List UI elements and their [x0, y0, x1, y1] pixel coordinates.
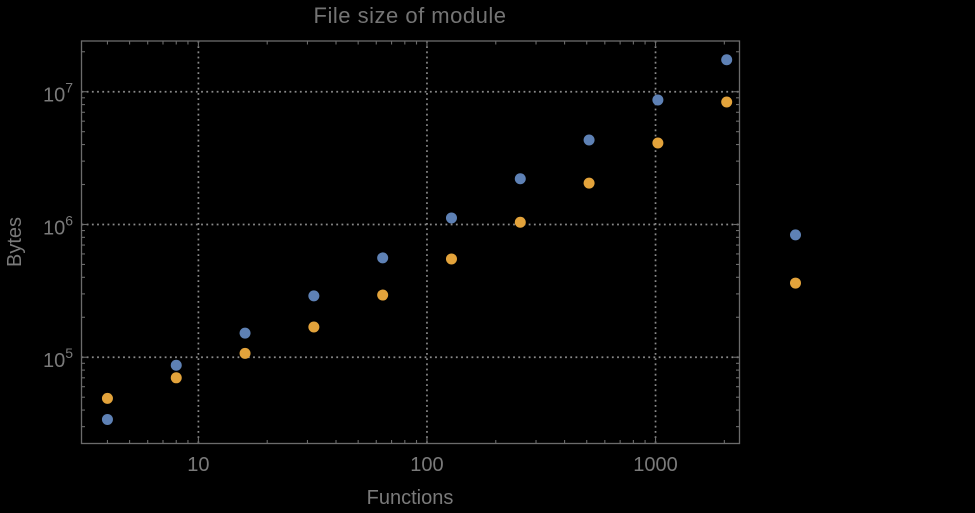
y-tick-label: 106 — [43, 212, 73, 239]
data-point-series-2-orange — [239, 347, 251, 359]
data-point-series-2-orange — [514, 216, 526, 228]
data-point-series-1-blue — [239, 327, 251, 339]
data-point-series-2-orange — [377, 289, 389, 301]
x-axis-title: Functions — [366, 487, 454, 509]
data-point-series-1-blue — [721, 54, 733, 66]
chart-title: File size of module — [313, 3, 507, 28]
data-point-series-2-orange — [583, 177, 595, 189]
x-tick-label: 10 — [187, 454, 209, 476]
data-point-series-2-orange — [652, 137, 664, 149]
data-point-series-2-orange — [445, 253, 457, 265]
x-tick-label: 100 — [410, 454, 443, 476]
data-point-series-1-blue — [377, 252, 389, 264]
data-point-series-2-orange — [101, 392, 113, 404]
data-point-series-1-blue — [445, 212, 457, 224]
y-tick-label: 105 — [43, 345, 73, 372]
data-point-series-1-blue — [101, 413, 113, 425]
data-point-series-1-blue — [308, 290, 320, 302]
data-point-series-1-blue — [789, 229, 801, 241]
data-point-series-2-orange — [170, 372, 182, 384]
data-point-series-1-blue — [170, 359, 182, 371]
data-point-series-2-orange — [721, 96, 733, 108]
x-tick-label: 1000 — [633, 454, 678, 476]
data-point-series-1-blue — [514, 173, 526, 185]
data-point-series-1-blue — [583, 134, 595, 146]
y-tick-label: 107 — [43, 80, 73, 107]
plot-frame — [80, 40, 741, 445]
data-point-series-2-orange — [308, 321, 320, 333]
data-point-series-2-orange — [789, 277, 801, 289]
data-point-series-1-blue — [652, 94, 664, 106]
